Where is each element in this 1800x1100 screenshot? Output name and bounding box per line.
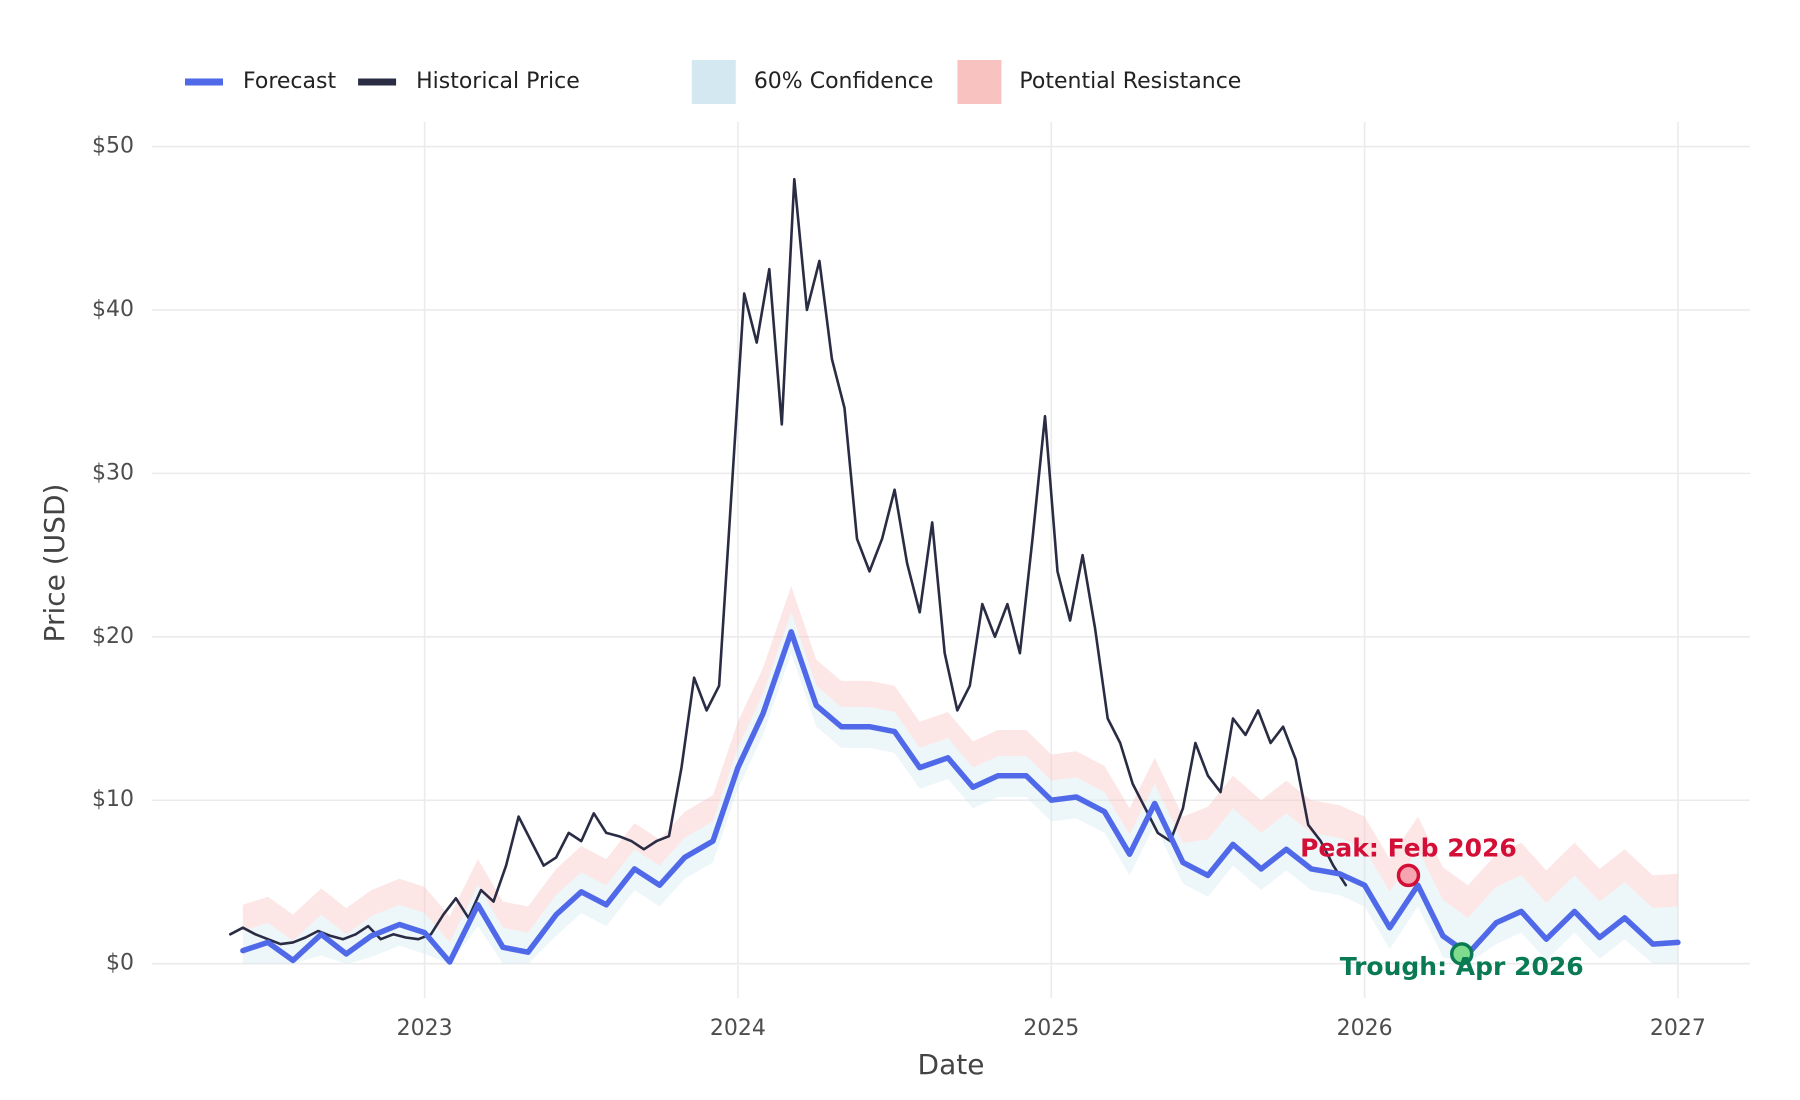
legend-swatch [691,60,736,104]
y-tick-label: $50 [92,134,134,159]
y-tick-label: $30 [92,460,134,485]
x-tick-label: 2026 [1337,1016,1393,1041]
legend: Forecast Historical Price 60% Confidence Po… [185,60,1241,104]
y-tick-label: $20 [92,624,134,649]
annotation-marker [1396,863,1421,888]
legend-label: Forecast [243,69,336,94]
y-tick-label: $40 [92,297,134,322]
x-axis-title: Date [918,1048,985,1081]
legend-swatch [957,60,1002,104]
annotation-marker [1449,942,1474,966]
band-area [242,586,1678,943]
line-series [229,177,1348,946]
y-tick-label: $10 [92,787,134,812]
annotation-label: Peak: Feb 2026 [1300,833,1517,862]
x-tick-label: 2027 [1650,1016,1706,1041]
band-area [242,612,1678,964]
legend-label: Historical Price [416,69,580,94]
y-tick-label: $0 [106,951,134,976]
legend-label: 60% Confidence [754,69,934,94]
y-axis-title: Price (USD) [38,484,71,643]
x-tick-label: 2025 [1023,1016,1079,1041]
x-tick-label: 2024 [710,1016,766,1041]
x-tick-label: 2023 [397,1016,453,1041]
legend-label: Potential Resistance [1019,69,1241,94]
line-series [240,629,1681,965]
annotation-label: Trough: Apr 2026 [1340,952,1584,981]
